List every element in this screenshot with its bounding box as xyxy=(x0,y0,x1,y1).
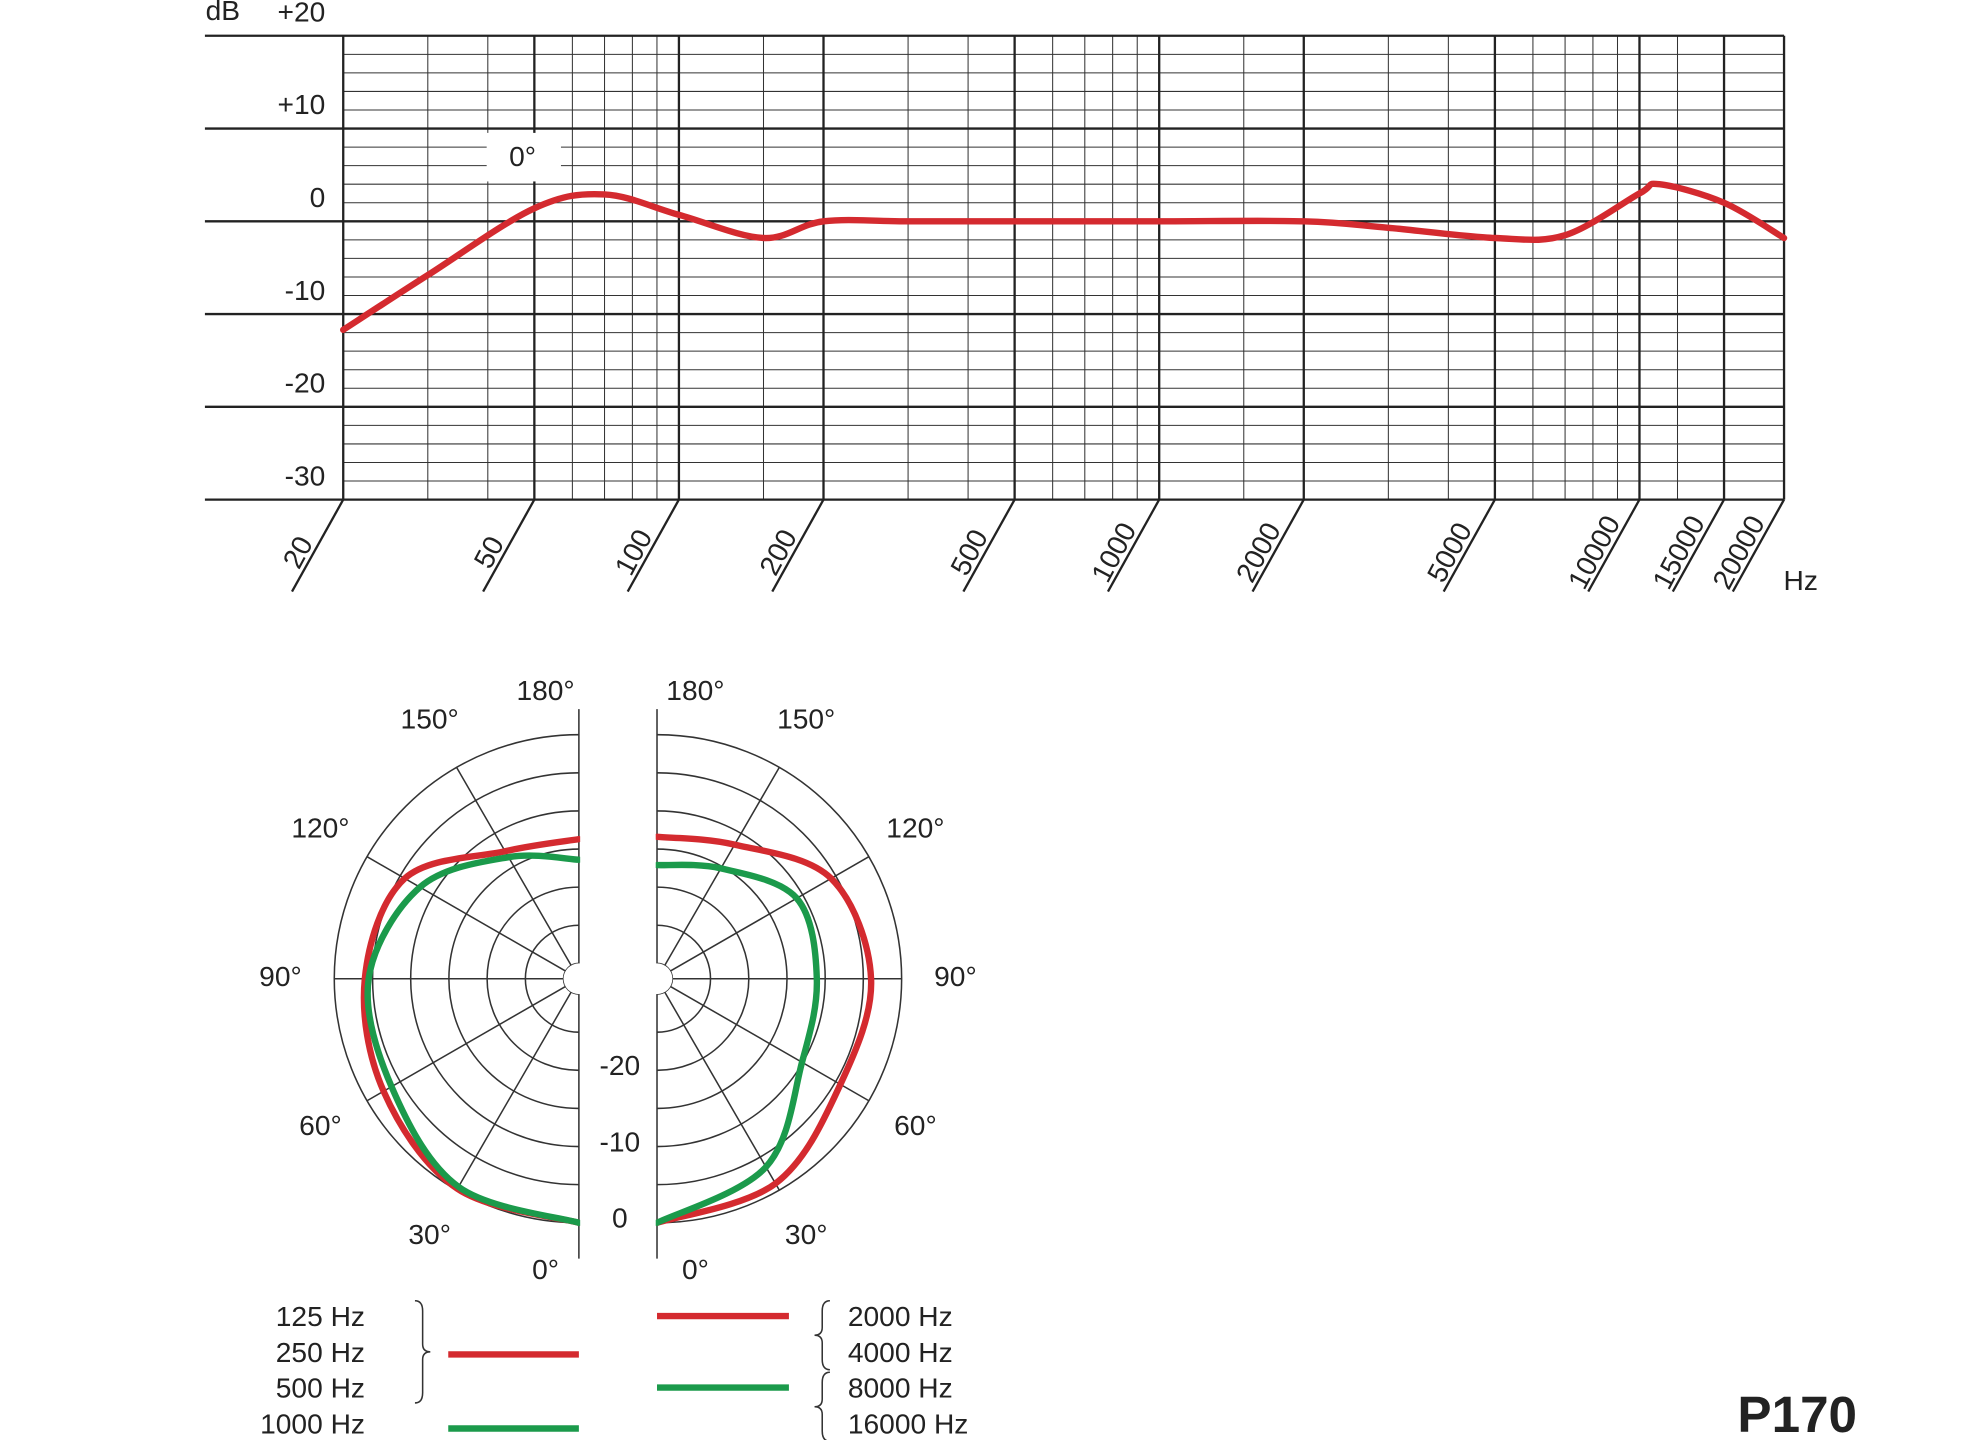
angle-label: 90° xyxy=(259,961,302,992)
spoke xyxy=(455,767,572,966)
spoke xyxy=(669,856,870,972)
angle-label: 60° xyxy=(299,1110,342,1141)
angle-label: 30° xyxy=(785,1219,828,1250)
tick-mark xyxy=(1731,499,1786,593)
x-tick-label: 50 xyxy=(468,531,510,573)
y-tick-label: +20 xyxy=(278,0,326,27)
legend-brace xyxy=(814,1371,830,1440)
spoke xyxy=(669,985,870,1102)
model-label: P170 xyxy=(1737,1386,1857,1440)
angle-label: 180° xyxy=(666,675,724,706)
angle-label: 60° xyxy=(894,1110,937,1141)
spoke xyxy=(664,991,780,1191)
angle-label: 0° xyxy=(532,1254,559,1285)
polar-curve xyxy=(364,852,583,1226)
angle-label: 90° xyxy=(934,961,977,992)
x-axis-label: Hz xyxy=(1783,565,1817,596)
legend-label: 250 Hz xyxy=(276,1337,365,1368)
tick-mark xyxy=(1587,499,1641,593)
tick-mark xyxy=(1106,499,1161,593)
x-tick-label: 2000 xyxy=(1230,517,1287,587)
center-gap xyxy=(580,689,656,1278)
spoke xyxy=(455,991,572,1191)
tick-mark xyxy=(626,499,680,593)
y-tick-label: -30 xyxy=(285,460,326,491)
polar-curve xyxy=(653,833,875,1226)
y-tick-label: -10 xyxy=(285,275,326,306)
angle-label: 120° xyxy=(886,812,944,843)
response-curve xyxy=(340,180,1788,334)
polar-curve xyxy=(653,861,821,1226)
tick-mark xyxy=(1442,499,1496,593)
y-axis-label: dB xyxy=(206,0,240,26)
y-tick-label: +10 xyxy=(278,89,326,120)
r-tick-label: -10 xyxy=(600,1126,641,1157)
x-tick-label: 10000 xyxy=(1562,511,1626,595)
x-tick-label: 200 xyxy=(753,524,802,580)
x-tick-label: 500 xyxy=(945,524,994,580)
legend-label: 125 Hz xyxy=(276,1301,365,1332)
legend-label: 4000 Hz xyxy=(848,1337,953,1368)
annotation: 0° xyxy=(509,141,536,172)
x-tick-label: 20000 xyxy=(1707,511,1771,595)
tick-mark xyxy=(290,499,345,593)
legend-label: 500 Hz xyxy=(276,1373,365,1404)
x-tick-label: 20 xyxy=(277,531,319,573)
x-tick-label: 1000 xyxy=(1085,517,1142,587)
x-tick-label: 15000 xyxy=(1647,511,1711,595)
y-tick-label: 0 xyxy=(310,182,326,213)
x-tick-label: 5000 xyxy=(1421,517,1478,587)
angle-label: 30° xyxy=(408,1219,451,1250)
r-tick-label: 0 xyxy=(612,1203,628,1234)
y-tick-label: -20 xyxy=(285,368,326,399)
x-tick-label: 100 xyxy=(609,524,658,580)
spoke xyxy=(366,985,566,1102)
tick-mark xyxy=(1671,499,1726,593)
angle-label: 0° xyxy=(682,1254,709,1285)
angle-label: 120° xyxy=(291,812,349,843)
legend-label: 2000 Hz xyxy=(848,1301,953,1332)
tick-mark xyxy=(1251,499,1305,593)
legend-brace xyxy=(414,1299,431,1404)
tick-mark xyxy=(771,499,825,593)
legend-label: 8000 Hz xyxy=(848,1373,953,1404)
angle-label: 150° xyxy=(401,703,459,734)
angle-label: 180° xyxy=(516,675,574,706)
angle-label: 150° xyxy=(777,703,835,734)
annotation-box xyxy=(486,132,561,182)
legend-label: 16000 Hz xyxy=(848,1408,969,1439)
tick-mark xyxy=(962,499,1016,593)
legend-label: 1000 Hz xyxy=(260,1408,365,1439)
spoke xyxy=(366,856,566,972)
r-tick-label: -20 xyxy=(600,1050,641,1081)
tick-mark xyxy=(482,499,536,593)
legend-brace xyxy=(814,1299,830,1371)
